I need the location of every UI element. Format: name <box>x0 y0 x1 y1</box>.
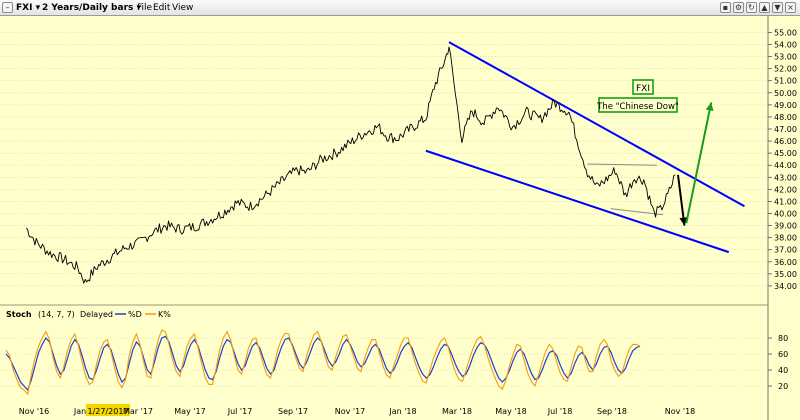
price-tick-label: 51.00 <box>774 77 797 86</box>
x-tick-label: May '17 <box>174 407 205 416</box>
fxi-label-text: FXI <box>636 84 650 94</box>
price-tick-label: 39.00 <box>774 222 797 231</box>
scroll-up-icon[interactable]: ▲ <box>759 2 770 13</box>
chart-area[interactable]: FXI The "Chinese Dow" Stoch (14, 7, 7) D… <box>0 16 800 420</box>
stoch-mode: Delayed <box>80 310 113 319</box>
x-tick-label: Nov '16 <box>19 407 50 416</box>
menu-view[interactable]: View <box>172 3 194 13</box>
fxi-label: FXI <box>632 79 654 95</box>
stoch-tick-label: 40 <box>778 366 788 375</box>
x-tick-label: Sep '18 <box>597 407 627 416</box>
x-tick-label: Nov '18 <box>665 407 696 416</box>
price-tick-label: 35.00 <box>774 270 797 279</box>
symbol-dropdown[interactable]: FXI ▾ <box>16 3 41 13</box>
price-tick-label: 36.00 <box>774 258 797 267</box>
price-tick-label: 42.00 <box>774 185 797 194</box>
period-dropdown[interactable]: 2 Years/Daily bars ▾ <box>42 3 142 13</box>
x-tick-label: Jan '18 <box>388 407 416 416</box>
stoch-d-line <box>5 335 641 392</box>
x-tick-label: Sep '17 <box>278 407 308 416</box>
price-line <box>25 46 676 284</box>
x-tick-label: Mar '17 <box>123 407 153 416</box>
scroll-down-icon[interactable]: ▼ <box>772 2 783 13</box>
x-tick-label: May '18 <box>495 407 526 416</box>
up-arrow-head <box>705 102 714 112</box>
lower-channel-line <box>425 149 730 254</box>
highlighted-date-bg <box>86 404 130 416</box>
price-tick-label: 53.00 <box>774 53 797 62</box>
chart-background <box>0 16 800 420</box>
price-tick-label: 49.00 <box>774 101 797 110</box>
stoch-tick-label: 20 <box>778 382 788 391</box>
price-tick-label: 52.00 <box>774 65 797 74</box>
collapse-icon[interactable]: – <box>2 2 13 13</box>
chinese-dow-label: The "Chinese Dow" <box>596 97 679 113</box>
price-tick-label: 50.00 <box>774 89 797 98</box>
price-tick-label: 47.00 <box>774 125 797 134</box>
price-tick-label: 45.00 <box>774 149 797 158</box>
x-tick-label: 1/27/2017 <box>87 407 128 416</box>
price-tick-label: 44.00 <box>774 161 797 170</box>
chart-toolbar: – FXI ▾ 2 Years/Daily bars ▾ File Edit V… <box>0 0 800 16</box>
x-tick-label: Mar '18 <box>442 407 472 416</box>
price-tick-label: 41.00 <box>774 197 797 206</box>
stoch-k-legend: K% <box>158 310 171 319</box>
stoch-legend: Stoch (14, 7, 7) Delayed %D K% <box>2 308 180 319</box>
stoch-params: (14, 7, 7) <box>38 310 75 319</box>
price-tick-label: 43.00 <box>774 173 797 182</box>
price-tick-label: 55.00 <box>774 28 797 37</box>
price-tick-label: 37.00 <box>774 246 797 255</box>
menu-file[interactable]: File <box>137 3 153 13</box>
right-axis-area <box>768 16 800 420</box>
stoch-d-legend: %D <box>128 310 142 319</box>
price-tick-label: 48.00 <box>774 113 797 122</box>
stoch-tick-label: 60 <box>778 350 788 359</box>
x-tick-label: Nov '17 <box>335 407 366 416</box>
settings-icon[interactable]: ⚙ <box>733 2 744 13</box>
chinese-dow-label-text: The "Chinese Dow" <box>596 102 679 112</box>
up-arrow-shaft <box>685 102 713 224</box>
price-tick-label: 38.00 <box>774 234 797 243</box>
x-tick-label: Jan <box>73 407 86 416</box>
price-tick-label: 40.00 <box>774 210 797 219</box>
range-top-line <box>587 163 657 166</box>
price-tick-label: 34.00 <box>774 282 797 291</box>
lock-icon[interactable]: ▪ <box>720 2 731 13</box>
down-arrow-head <box>679 217 688 226</box>
price-tick-label: 46.00 <box>774 137 797 146</box>
stoch-title: Stoch <box>6 310 32 319</box>
refresh-icon[interactable]: ↻ <box>746 2 757 13</box>
down-arrow-shaft <box>676 174 686 226</box>
price-tick-label: 54.00 <box>774 41 797 50</box>
stoch-tick-label: 80 <box>778 334 788 343</box>
x-tick-label: Jul '17 <box>227 407 253 416</box>
x-tick-label: Jul '18 <box>547 407 573 416</box>
stoch-k-line <box>5 329 641 396</box>
close-icon[interactable]: × <box>785 2 796 13</box>
menu-edit[interactable]: Edit <box>153 3 171 13</box>
